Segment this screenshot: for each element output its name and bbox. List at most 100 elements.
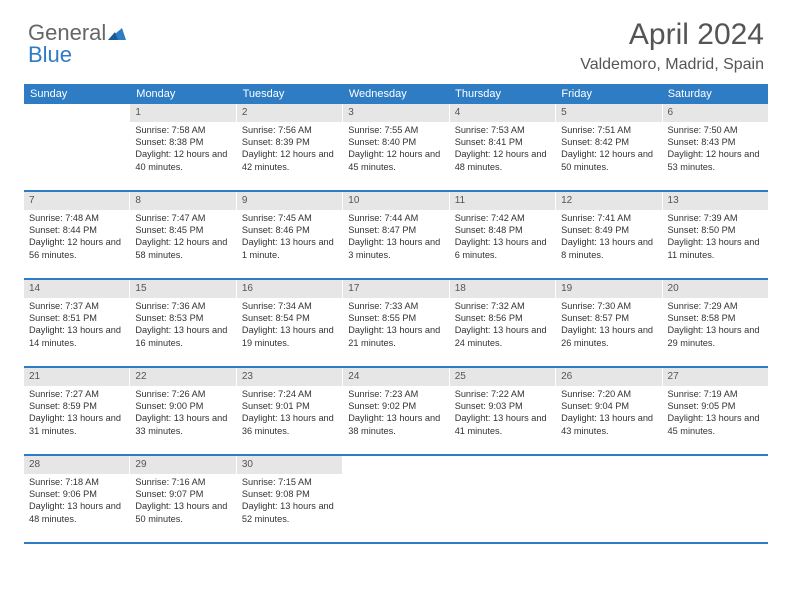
sunrise-text: Sunrise: 7:29 AM — [668, 300, 763, 312]
sunset-text: Sunset: 8:45 PM — [135, 224, 230, 236]
sunrise-text: Sunrise: 7:44 AM — [348, 212, 443, 224]
daylight-text: Daylight: 13 hours and 21 minutes. — [348, 324, 443, 349]
day-cell: 6Sunrise: 7:50 AMSunset: 8:43 PMDaylight… — [663, 104, 768, 190]
sunrise-text: Sunrise: 7:48 AM — [29, 212, 124, 224]
sunrise-text: Sunrise: 7:15 AM — [242, 476, 337, 488]
daylight-text: Daylight: 12 hours and 56 minutes. — [29, 236, 124, 261]
day-number: 11 — [450, 192, 555, 210]
day-number: 14 — [24, 280, 129, 298]
day-cell: 13Sunrise: 7:39 AMSunset: 8:50 PMDayligh… — [663, 192, 768, 278]
sunset-text: Sunset: 9:08 PM — [242, 488, 337, 500]
sunset-text: Sunset: 9:02 PM — [348, 400, 443, 412]
sunrise-text: Sunrise: 7:47 AM — [135, 212, 230, 224]
day-number: 30 — [237, 456, 342, 474]
daylight-text: Daylight: 13 hours and 24 minutes. — [455, 324, 550, 349]
day-number: 4 — [450, 104, 555, 122]
day-details: Sunrise: 7:23 AMSunset: 9:02 PMDaylight:… — [343, 386, 448, 442]
day-cell: 8Sunrise: 7:47 AMSunset: 8:45 PMDaylight… — [130, 192, 236, 278]
day-cell: 20Sunrise: 7:29 AMSunset: 8:58 PMDayligh… — [663, 280, 768, 366]
day-cell: 30Sunrise: 7:15 AMSunset: 9:08 PMDayligh… — [237, 456, 343, 542]
day-details: Sunrise: 7:41 AMSunset: 8:49 PMDaylight:… — [556, 210, 661, 266]
day-details: Sunrise: 7:29 AMSunset: 8:58 PMDaylight:… — [663, 298, 768, 354]
sunrise-text: Sunrise: 7:56 AM — [242, 124, 337, 136]
sunrise-text: Sunrise: 7:34 AM — [242, 300, 337, 312]
day-number — [450, 456, 555, 460]
day-header: Saturday — [662, 84, 768, 104]
daylight-text: Daylight: 13 hours and 6 minutes. — [455, 236, 550, 261]
sunset-text: Sunset: 9:04 PM — [561, 400, 656, 412]
day-details: Sunrise: 7:32 AMSunset: 8:56 PMDaylight:… — [450, 298, 555, 354]
sunrise-text: Sunrise: 7:36 AM — [135, 300, 230, 312]
sunrise-text: Sunrise: 7:19 AM — [668, 388, 763, 400]
day-cell — [663, 456, 768, 542]
day-cell: 7Sunrise: 7:48 AMSunset: 8:44 PMDaylight… — [24, 192, 130, 278]
day-cell: 16Sunrise: 7:34 AMSunset: 8:54 PMDayligh… — [237, 280, 343, 366]
day-number: 24 — [343, 368, 448, 386]
day-number: 17 — [343, 280, 448, 298]
sunset-text: Sunset: 8:54 PM — [242, 312, 337, 324]
sunrise-text: Sunrise: 7:51 AM — [561, 124, 656, 136]
daylight-text: Daylight: 12 hours and 42 minutes. — [242, 148, 337, 173]
day-number — [663, 456, 768, 460]
sunset-text: Sunset: 8:50 PM — [668, 224, 763, 236]
day-header: Tuesday — [237, 84, 343, 104]
day-number: 25 — [450, 368, 555, 386]
day-cell: 12Sunrise: 7:41 AMSunset: 8:49 PMDayligh… — [556, 192, 662, 278]
sunrise-text: Sunrise: 7:22 AM — [455, 388, 550, 400]
day-cell: 11Sunrise: 7:42 AMSunset: 8:48 PMDayligh… — [450, 192, 556, 278]
day-number — [24, 104, 129, 108]
week-row: 14Sunrise: 7:37 AMSunset: 8:51 PMDayligh… — [24, 280, 768, 368]
day-cell: 25Sunrise: 7:22 AMSunset: 9:03 PMDayligh… — [450, 368, 556, 454]
day-cell — [343, 456, 449, 542]
daylight-text: Daylight: 13 hours and 19 minutes. — [242, 324, 337, 349]
daylight-text: Daylight: 13 hours and 48 minutes. — [29, 500, 124, 525]
sunrise-text: Sunrise: 7:24 AM — [242, 388, 337, 400]
day-number: 7 — [24, 192, 129, 210]
sunrise-text: Sunrise: 7:32 AM — [455, 300, 550, 312]
daylight-text: Daylight: 13 hours and 26 minutes. — [561, 324, 656, 349]
day-details: Sunrise: 7:51 AMSunset: 8:42 PMDaylight:… — [556, 122, 661, 178]
day-number: 1 — [130, 104, 235, 122]
sunset-text: Sunset: 9:06 PM — [29, 488, 124, 500]
daylight-text: Daylight: 13 hours and 38 minutes. — [348, 412, 443, 437]
day-cell: 23Sunrise: 7:24 AMSunset: 9:01 PMDayligh… — [237, 368, 343, 454]
day-cell — [450, 456, 556, 542]
day-cell: 19Sunrise: 7:30 AMSunset: 8:57 PMDayligh… — [556, 280, 662, 366]
day-details: Sunrise: 7:48 AMSunset: 8:44 PMDaylight:… — [24, 210, 129, 266]
sunrise-text: Sunrise: 7:26 AM — [135, 388, 230, 400]
day-details: Sunrise: 7:33 AMSunset: 8:55 PMDaylight:… — [343, 298, 448, 354]
daylight-text: Daylight: 13 hours and 36 minutes. — [242, 412, 337, 437]
daylight-text: Daylight: 12 hours and 58 minutes. — [135, 236, 230, 261]
day-number: 26 — [556, 368, 661, 386]
day-number: 28 — [24, 456, 129, 474]
day-number: 20 — [663, 280, 768, 298]
daylight-text: Daylight: 13 hours and 16 minutes. — [135, 324, 230, 349]
sunrise-text: Sunrise: 7:18 AM — [29, 476, 124, 488]
day-cell: 17Sunrise: 7:33 AMSunset: 8:55 PMDayligh… — [343, 280, 449, 366]
sunrise-text: Sunrise: 7:42 AM — [455, 212, 550, 224]
day-cell: 29Sunrise: 7:16 AMSunset: 9:07 PMDayligh… — [130, 456, 236, 542]
sunrise-text: Sunrise: 7:20 AM — [561, 388, 656, 400]
day-cell: 27Sunrise: 7:19 AMSunset: 9:05 PMDayligh… — [663, 368, 768, 454]
sunset-text: Sunset: 8:53 PM — [135, 312, 230, 324]
sunrise-text: Sunrise: 7:39 AM — [668, 212, 763, 224]
day-details: Sunrise: 7:24 AMSunset: 9:01 PMDaylight:… — [237, 386, 342, 442]
day-number: 6 — [663, 104, 768, 122]
daylight-text: Daylight: 13 hours and 14 minutes. — [29, 324, 124, 349]
sunset-text: Sunset: 8:59 PM — [29, 400, 124, 412]
day-cell — [556, 456, 662, 542]
day-number: 18 — [450, 280, 555, 298]
day-cell: 22Sunrise: 7:26 AMSunset: 9:00 PMDayligh… — [130, 368, 236, 454]
sunrise-text: Sunrise: 7:16 AM — [135, 476, 230, 488]
day-cell: 2Sunrise: 7:56 AMSunset: 8:39 PMDaylight… — [237, 104, 343, 190]
day-header-row: Sunday Monday Tuesday Wednesday Thursday… — [24, 84, 768, 104]
day-number: 27 — [663, 368, 768, 386]
day-number: 22 — [130, 368, 235, 386]
day-details: Sunrise: 7:39 AMSunset: 8:50 PMDaylight:… — [663, 210, 768, 266]
day-details: Sunrise: 7:53 AMSunset: 8:41 PMDaylight:… — [450, 122, 555, 178]
day-number: 2 — [237, 104, 342, 122]
sunset-text: Sunset: 8:44 PM — [29, 224, 124, 236]
day-details: Sunrise: 7:26 AMSunset: 9:00 PMDaylight:… — [130, 386, 235, 442]
day-number: 5 — [556, 104, 661, 122]
sunset-text: Sunset: 8:56 PM — [455, 312, 550, 324]
